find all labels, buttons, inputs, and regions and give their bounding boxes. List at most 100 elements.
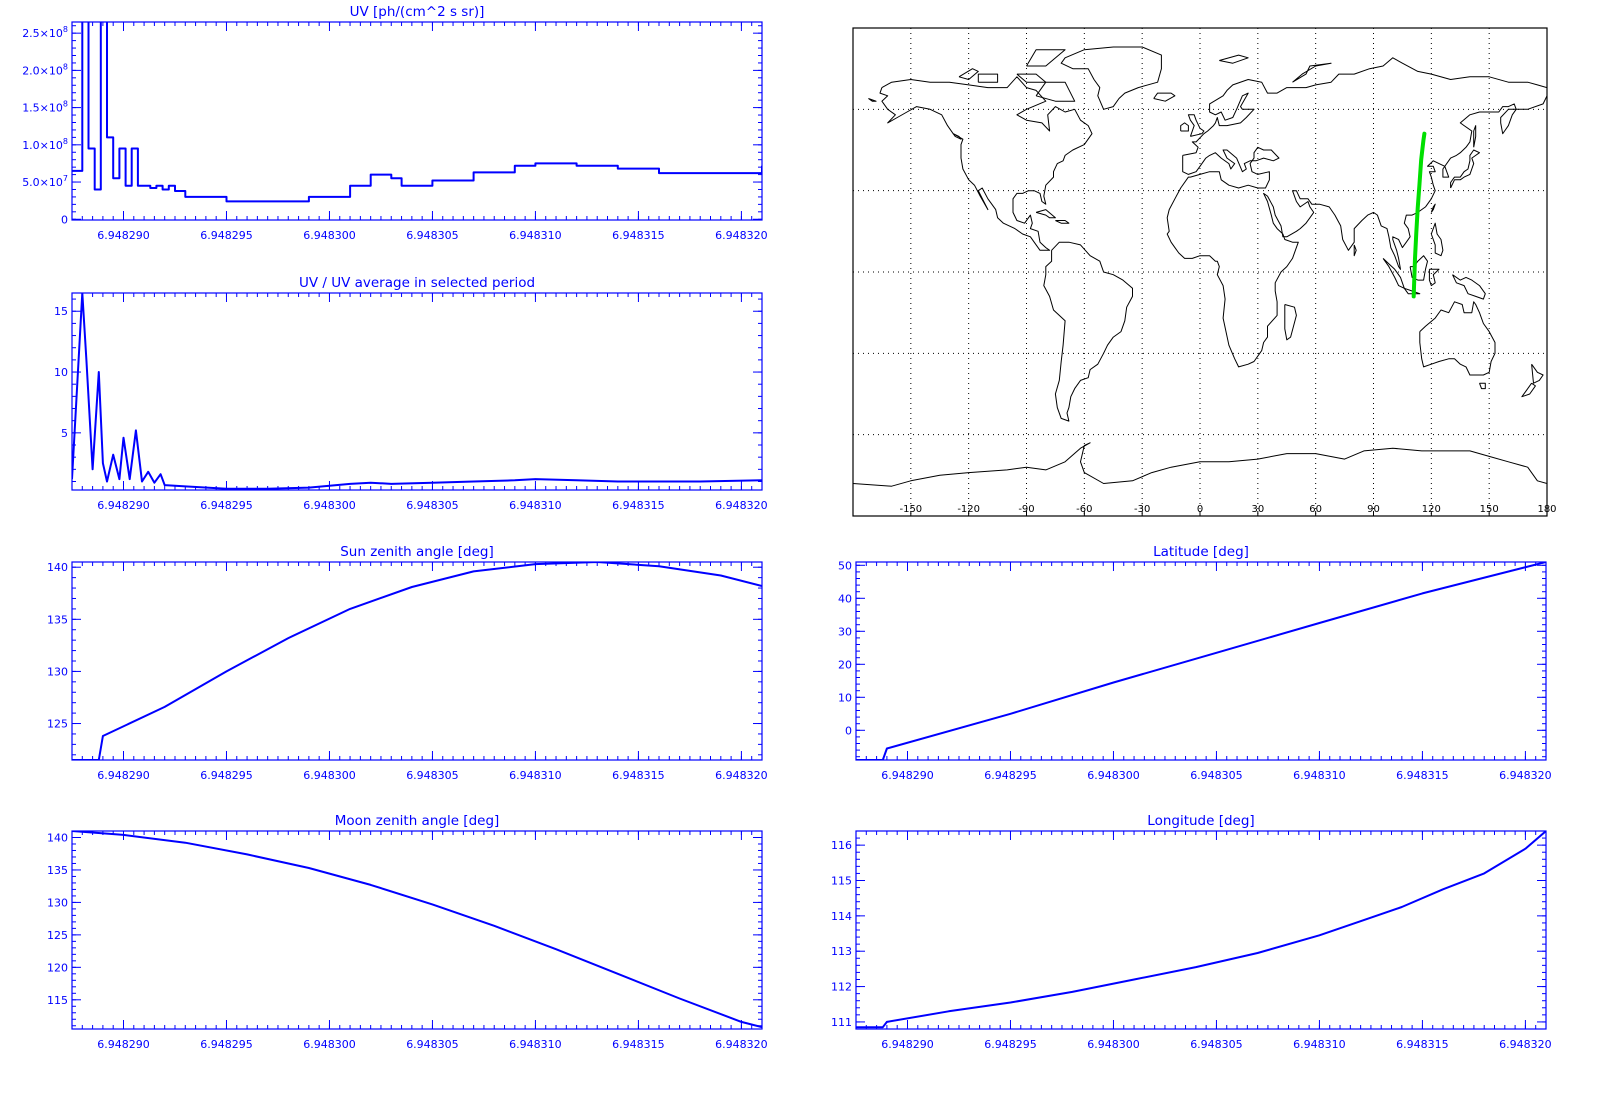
plot-frame [71,561,763,761]
y-tick-label: 0 [845,724,852,737]
x-tick-label: 6.948300 [303,769,356,782]
x-tick-label: 6.948320 [1499,1038,1552,1051]
map-x-tick-label: -30 [1134,504,1150,515]
y-tick-label: 120 [47,961,68,974]
x-tick-label: 6.948310 [509,229,562,242]
x-tick-label: 6.948310 [509,1038,562,1051]
y-tick-label: 0 [61,213,68,226]
x-tick-label: 6.948290 [97,1038,150,1051]
x-tick-label: 6.948290 [97,769,150,782]
x-tick-label: 6.948320 [1499,769,1552,782]
uv-panel: UV [ph/(cm^2 s sr)] 6.948290 6.948295 6.948… [22,4,767,242]
x-tick-label: 6.948300 [1087,769,1140,782]
map-x-tick-label: -120 [957,504,980,515]
y-tick-label: 10 [54,366,68,379]
x-tick-label: 6.948315 [612,229,665,242]
y-tick-label: 112 [831,981,852,994]
coastlines [853,46,1547,487]
chart-title: Latitude [deg] [1153,544,1249,560]
y-tick-label: 140 [47,831,68,844]
x-tick-label: 6.948290 [97,499,150,512]
x-tick-label: 6.948320 [715,1038,768,1051]
coastline [1382,258,1405,289]
plot-frame [855,561,1547,761]
data-series-line [856,562,1546,760]
x-tick-label: 6.948310 [509,769,562,782]
x-tick-label: 6.948320 [715,229,768,242]
map-x-tick-label: -60 [1076,504,1092,515]
data-series-line [856,831,1546,1029]
chart-title: Moon zenith angle [deg] [335,813,500,829]
coastline [868,98,877,102]
plot-frame [71,21,763,221]
coastline [1060,46,1162,110]
x-tick-label: 6.948310 [1293,1038,1346,1051]
x-tick-label: 6.948290 [97,229,150,242]
x-tick-label: 6.948295 [984,1038,1037,1051]
coastline [1430,203,1436,213]
plot-frame [71,830,763,1030]
latitude-panel: Latitude [deg] 6.948290 6.948295 6.948300 6.… [838,544,1552,782]
coastline [879,76,1093,251]
y-tick-label: 2.5×108 [22,25,68,40]
y-tick-label: 135 [47,864,68,877]
data-series-line [72,22,762,203]
moon-zenith-panel: Moon zenith angle [deg] 6.948290 6.948295 6… [47,813,768,1051]
sun-zenith-panel: Sun zenith angle [deg] 6.948290 6.948295 6.… [47,544,768,782]
data-series-line [72,293,762,490]
x-tick-label: 6.948295 [200,769,253,782]
satellite-ground-track [1411,131,1427,299]
y-tick-label: 20 [838,658,852,671]
y-tick-label: 135 [47,613,68,626]
y-tick-label: 15 [54,305,68,318]
x-tick-label: 6.948290 [881,769,934,782]
chart-title: UV / UV average in selected period [299,275,535,291]
coastline [1452,274,1486,300]
x-tick-label: 6.948300 [303,499,356,512]
coastline [1473,125,1477,148]
coastline [853,442,1547,487]
x-tick-label: 6.948315 [612,499,665,512]
map-frame [852,27,1548,517]
x-tick-label: 6.948305 [406,499,459,512]
map-x-tick-label: 90 [1367,504,1380,515]
map-x-tick-label: 30 [1251,504,1264,515]
coastline [1292,62,1332,83]
coastline [1428,268,1440,287]
coastline [1450,149,1480,189]
map-gridlines [853,28,1547,516]
uv-ratio-panel: UV / UV average in selected period 6.9482… [54,275,768,512]
chart-title: UV [ph/(cm^2 s sr)] [350,4,485,20]
y-tick-label: 140 [47,561,68,574]
data-series-line [72,562,762,760]
coastline [1403,287,1421,295]
x-tick-label: 6.948320 [715,769,768,782]
y-tick-label: 111 [831,1016,852,1029]
longitude-panel: Longitude [deg] 6.948290 6.948295 6.948300 6… [831,813,1552,1051]
coastline [1035,209,1056,219]
map-x-tick-label: 150 [1480,504,1499,515]
data-series-line [72,831,762,1029]
coastline [1353,244,1357,257]
y-tick-label: 10 [838,691,852,704]
coastline [958,68,979,80]
coastline [1035,81,1076,102]
world-map-panel: -150 -120 -90 -60 -30 0 30 60 90 120 150 180 [852,27,1557,517]
y-tick-label: 30 [838,625,852,638]
x-tick-label: 6.948295 [200,1038,253,1051]
coastline [1419,301,1496,376]
coastline [1430,222,1444,257]
y-tick-label: 115 [831,875,852,888]
x-tick-label: 6.948315 [612,769,665,782]
x-tick-label: 6.948305 [1190,769,1243,782]
x-tick-label: 6.948305 [1190,1038,1243,1051]
chart-title: Sun zenith angle [deg] [340,544,494,560]
y-tick-label: 125 [47,929,68,942]
y-tick-label: 114 [831,910,852,923]
y-tick-label: 2.0×108 [22,62,68,77]
coastline [1187,114,1205,137]
y-tick-label: 130 [47,665,68,678]
y-tick-label: 1.0×108 [22,137,68,152]
x-tick-label: 6.948295 [200,229,253,242]
coastline [1055,220,1070,224]
